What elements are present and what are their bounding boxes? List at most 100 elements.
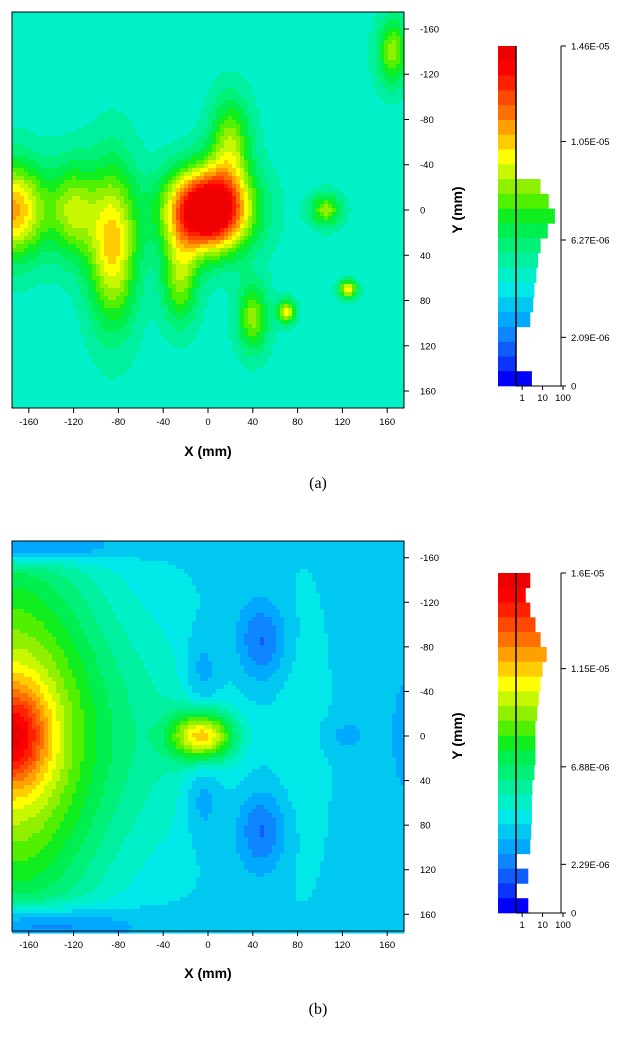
contour-cell (108, 280, 113, 285)
contour-cell (100, 220, 105, 225)
contour-cell (56, 224, 61, 229)
contour-cell (148, 388, 153, 393)
contour-cell (60, 188, 65, 193)
contour-cell (192, 160, 197, 165)
contour-cell (168, 320, 173, 325)
contour-cell (148, 196, 153, 201)
contour-cell (212, 88, 217, 93)
contour-cell (172, 312, 177, 317)
contour-cell (204, 320, 209, 325)
contour-cell (116, 112, 121, 117)
contour-cell (108, 320, 113, 325)
contour-cell (120, 212, 125, 217)
contour-cell (24, 320, 29, 325)
contour-cell (112, 88, 117, 93)
contour-cell (168, 340, 173, 345)
contour-cell (192, 232, 197, 237)
contour-cell (204, 240, 209, 245)
contour-cell (48, 364, 53, 369)
contour-cell (128, 36, 133, 41)
contour-cell (128, 180, 133, 185)
contour-cell (164, 352, 169, 357)
contour-cell (192, 52, 197, 57)
contour-cell (40, 64, 45, 69)
contour-cell (200, 36, 205, 41)
contour-cell (140, 316, 145, 321)
contour-cell (168, 368, 173, 373)
contour-cell (84, 276, 89, 281)
contour-cell (36, 64, 41, 69)
contour-cell (36, 300, 41, 305)
contour-cell (44, 356, 49, 361)
contour-cell (20, 248, 25, 253)
contour-cell (128, 108, 133, 113)
contour-cell (188, 320, 193, 325)
contour-cell (64, 188, 69, 193)
contour-cell (128, 96, 133, 101)
contour-cell (128, 120, 133, 125)
contour-cell (152, 392, 157, 397)
contour-cell (44, 104, 49, 109)
contour-cell (152, 256, 157, 261)
contour-cell (172, 296, 177, 301)
contour-cell (44, 156, 49, 161)
contour-cell (100, 240, 105, 245)
contour-cell (184, 236, 189, 241)
contour-cell (132, 228, 137, 233)
contour-cell (112, 28, 117, 33)
contour-cell (76, 336, 81, 341)
contour-cell (112, 148, 117, 153)
contour-cell (80, 40, 85, 45)
contour-cell (120, 320, 125, 325)
contour-cell (196, 68, 201, 73)
contour-cell (72, 308, 77, 313)
contour-cell (124, 188, 129, 193)
contour-cell (184, 48, 189, 53)
contour-cell (140, 160, 145, 165)
contour-cell (184, 396, 189, 401)
contour-cell (60, 388, 65, 393)
contour-cell (24, 160, 29, 165)
contour-cell (140, 272, 145, 277)
contour-cell (196, 380, 201, 385)
contour-cell (36, 84, 41, 89)
contour-cell (192, 356, 197, 361)
contour-cell (24, 36, 29, 41)
contour-cell (196, 240, 201, 245)
contour-cell (116, 276, 121, 281)
contour-cell (128, 212, 133, 217)
contour-cell (208, 144, 213, 149)
contour-cell (132, 164, 137, 169)
contour-cell (104, 348, 109, 353)
contour-cell (116, 396, 121, 401)
contour-cell (192, 84, 197, 89)
contour-cell (148, 184, 153, 189)
contour-cell (192, 48, 197, 53)
contour-cell (204, 356, 209, 361)
contour-cell (204, 328, 209, 333)
contour-cell (144, 320, 149, 325)
contour-cell (56, 392, 61, 397)
contour-cell (68, 156, 73, 161)
contour-cell (140, 372, 145, 377)
contour-cell (192, 368, 197, 373)
contour-cell (92, 364, 97, 369)
contour-cell (40, 356, 45, 361)
contour-cell (156, 196, 161, 201)
contour-cell (60, 348, 65, 353)
contour-cell (76, 384, 81, 389)
contour-cell (28, 300, 33, 305)
contour-cell (104, 100, 109, 105)
contour-cell (200, 172, 205, 177)
contour-cell (60, 124, 65, 129)
contour-cell (60, 44, 65, 49)
contour-cell (112, 20, 117, 25)
contour-cell (208, 372, 213, 377)
contour-cell (176, 208, 181, 213)
contour-cell (176, 392, 181, 397)
contour-cell (164, 136, 169, 141)
contour-cell (48, 176, 53, 181)
contour-cell (44, 28, 49, 33)
contour-cell (156, 344, 161, 349)
contour-cell (172, 308, 177, 313)
